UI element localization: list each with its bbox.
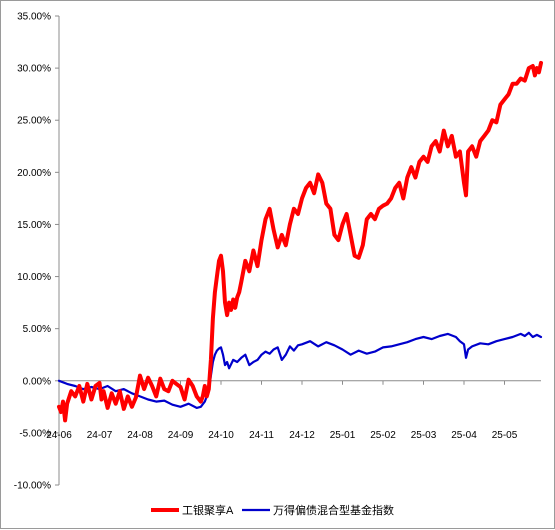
y-axis: -10.00% -5.00% 0.00% 5.00% 10.00% 15.00% 20.00… [14,12,60,492]
x-tick-label: 24-12 [289,430,315,441]
series-line-1 [57,60,543,423]
y-tick-label: 10.00% [17,272,51,283]
y-tick-label: 0.00% [23,376,51,387]
series-lines [57,60,543,423]
x-tick-label: 24-08 [127,430,153,441]
x-tick-label: 25-03 [411,430,437,441]
legend-label-2: 万得偏债混合型基金指数 [273,503,394,517]
legend: 工银聚享A 万得偏债混合型基金指数 [151,503,394,517]
x-tick-label: 25-02 [370,430,396,441]
y-tick-label: -10.00% [14,481,51,492]
y-tick-label: 25.00% [17,116,51,127]
y-tick-label: 30.00% [17,64,51,75]
y-tick-label: 15.00% [17,220,51,231]
x-tick-label: 24-06 [46,430,72,441]
series-line-2 [57,331,543,409]
y-tick-label: 5.00% [23,324,51,335]
x-tick-label: 25-01 [330,430,356,441]
x-tick-label: 24-09 [168,430,194,441]
y-tick-label: 35.00% [17,12,51,23]
y-tick-label: -5.00% [19,428,51,439]
y-tick-label: 20.00% [17,168,51,179]
x-tick-label: 24-11 [249,430,274,441]
x-tick-label: 25-05 [492,430,518,441]
x-tick-label: 24-10 [208,430,234,441]
legend-label-1: 工银聚享A [182,503,234,517]
x-tick-label: 25-04 [451,430,477,441]
x-axis: 24-06 24-07 24-08 24-09 24-10 24-11 24-12 25-01… [46,380,541,441]
x-tick-label: 24-07 [87,430,113,441]
